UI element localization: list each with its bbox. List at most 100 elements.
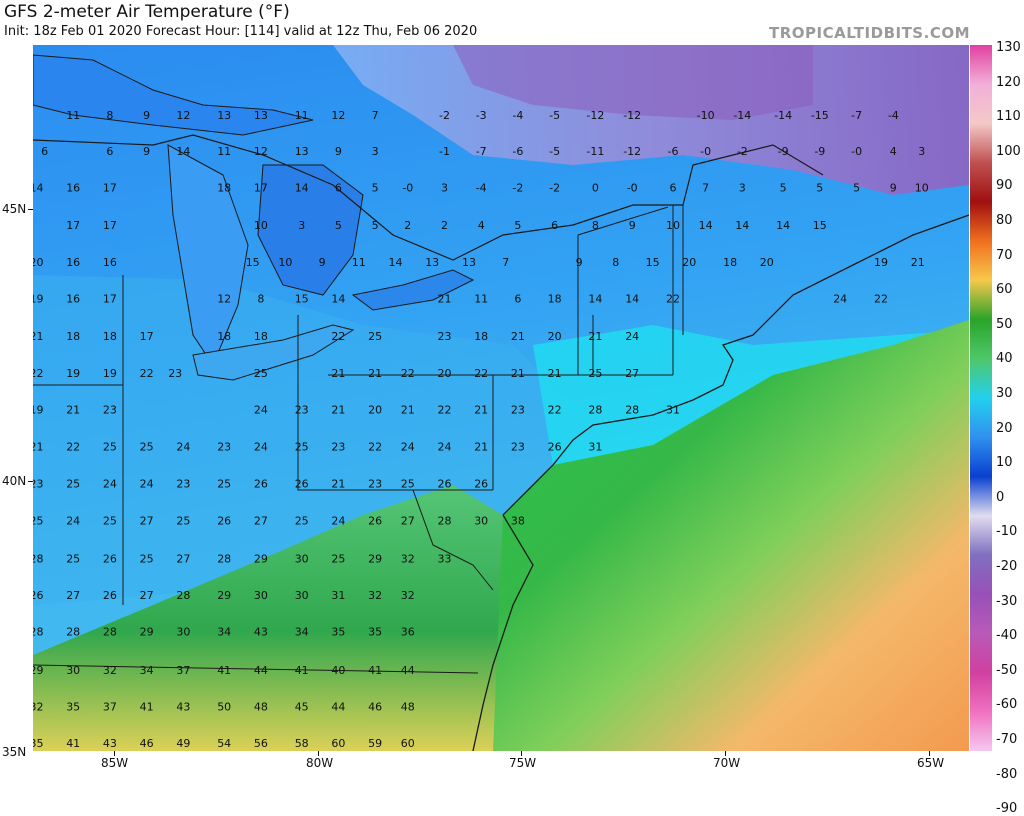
station-value: 25 bbox=[66, 553, 80, 566]
station-value: 15 bbox=[813, 219, 827, 232]
station-value: 22 bbox=[548, 404, 562, 417]
station-value: 20 bbox=[368, 404, 382, 417]
station-value: 21 bbox=[438, 292, 452, 305]
station-value: 35 bbox=[331, 625, 345, 638]
station-value: 10 bbox=[666, 219, 680, 232]
colorbar-tick-label: 10 bbox=[996, 455, 1013, 471]
station-values: 11 8 9 12 13 13 11 12 7 -2 -3 -4 -5 -12 -12 -10 -14 -14 -1… bbox=[33, 109, 929, 750]
station-value: 19 bbox=[33, 292, 44, 305]
station-value: 46 bbox=[368, 701, 382, 714]
station-value: 21 bbox=[331, 367, 345, 380]
canada-border bbox=[33, 134, 824, 261]
station-value: 28 bbox=[33, 625, 44, 638]
station-value: 54 bbox=[217, 737, 231, 750]
station-value: 21 bbox=[66, 404, 80, 417]
lat-tick bbox=[28, 481, 33, 482]
station-value: -1 bbox=[439, 145, 450, 158]
station-value: 30 bbox=[295, 553, 309, 566]
station-value: 12 bbox=[217, 292, 231, 305]
colorbar-tick-label: 30 bbox=[996, 386, 1013, 401]
station-value: 5 bbox=[372, 182, 379, 195]
station-value: 23 bbox=[33, 478, 44, 491]
station-value: 37 bbox=[103, 701, 117, 714]
station-value: 7 bbox=[502, 256, 509, 269]
station-value: 13 bbox=[462, 256, 476, 269]
station-value: 25 bbox=[588, 367, 602, 380]
station-value: 21 bbox=[474, 404, 488, 417]
station-value: 25 bbox=[254, 367, 268, 380]
station-value: 25 bbox=[217, 478, 231, 491]
lon-tick bbox=[318, 751, 319, 756]
station-value: 14 bbox=[588, 292, 602, 305]
station-value: 34 bbox=[295, 625, 309, 638]
colorbar-tick-label: -10 bbox=[996, 524, 1018, 540]
station-value: 23 bbox=[511, 441, 525, 454]
station-value: 25 bbox=[140, 441, 154, 454]
colorbar-tick-label: -20 bbox=[996, 559, 1018, 574]
colorbar-tick-label: -50 bbox=[996, 662, 1018, 678]
station-value: 24 bbox=[401, 441, 415, 454]
station-value: 11 bbox=[352, 256, 366, 269]
station-value: 9 bbox=[576, 256, 583, 269]
station-value: 23 bbox=[511, 404, 525, 417]
station-value: 43 bbox=[103, 737, 117, 750]
station-value: 18 bbox=[548, 292, 562, 305]
station-value: 15 bbox=[295, 292, 309, 305]
station-value: 23 bbox=[331, 441, 345, 454]
map-title: GFS 2-meter Air Temperature (°F) bbox=[4, 2, 290, 22]
station-value: 23 bbox=[295, 404, 309, 417]
station-value: 3 bbox=[739, 182, 746, 195]
coastline bbox=[502, 214, 969, 516]
station-value: 28 bbox=[33, 553, 44, 566]
station-value: -9 bbox=[814, 145, 825, 158]
colorbar-tick-label: -80 bbox=[996, 766, 1018, 782]
station-value: 18 bbox=[103, 330, 117, 343]
station-value: 22 bbox=[666, 292, 680, 305]
lat-label-40n: 40N bbox=[2, 474, 27, 488]
station-value: 18 bbox=[254, 330, 268, 343]
colorbar-tick-label: 110 bbox=[996, 109, 1021, 125]
station-value: 26 bbox=[217, 515, 231, 528]
lon-tick bbox=[929, 751, 930, 756]
station-value: 3 bbox=[372, 145, 379, 158]
station-value: 24 bbox=[103, 478, 117, 491]
station-value: 27 bbox=[140, 589, 154, 602]
station-value: 22 bbox=[438, 404, 452, 417]
colorbar-tick-label: -70 bbox=[996, 732, 1018, 747]
station-value: 6 bbox=[670, 182, 677, 195]
station-value: 16 bbox=[66, 182, 80, 195]
station-value: 9 bbox=[319, 256, 326, 269]
station-value: 23 bbox=[168, 367, 182, 380]
lat-label-35n: 35N bbox=[2, 745, 27, 759]
station-value: 41 bbox=[368, 664, 382, 677]
station-value: 11 bbox=[66, 109, 80, 122]
station-value: 27 bbox=[140, 515, 154, 528]
station-value: -10 bbox=[697, 109, 715, 122]
station-value: 18 bbox=[217, 182, 231, 195]
station-value: 8 bbox=[612, 256, 619, 269]
station-value: 45 bbox=[295, 701, 309, 714]
station-value: 26 bbox=[295, 478, 309, 491]
colorbar bbox=[970, 45, 992, 751]
station-value: 17 bbox=[140, 330, 154, 343]
station-value: 29 bbox=[254, 553, 268, 566]
station-value: -7 bbox=[851, 109, 862, 122]
station-value: 21 bbox=[511, 330, 525, 343]
colorbar-tick-label: 0 bbox=[996, 489, 1005, 505]
station-value: -9 bbox=[778, 145, 789, 158]
station-value: 13 bbox=[254, 109, 268, 122]
station-value: -0 bbox=[700, 145, 711, 158]
station-value: 24 bbox=[331, 515, 345, 528]
station-value: 40 bbox=[331, 664, 345, 677]
station-value: 13 bbox=[217, 109, 231, 122]
station-value: 9 bbox=[890, 182, 897, 195]
station-value: 28 bbox=[217, 553, 231, 566]
station-value: 32 bbox=[103, 664, 117, 677]
station-value: 59 bbox=[368, 737, 382, 750]
station-value: 27 bbox=[176, 553, 190, 566]
station-value: 21 bbox=[368, 367, 382, 380]
station-value: 8 bbox=[592, 219, 599, 232]
station-value: 48 bbox=[254, 701, 268, 714]
station-value: 23 bbox=[103, 404, 117, 417]
station-value: 26 bbox=[474, 478, 488, 491]
